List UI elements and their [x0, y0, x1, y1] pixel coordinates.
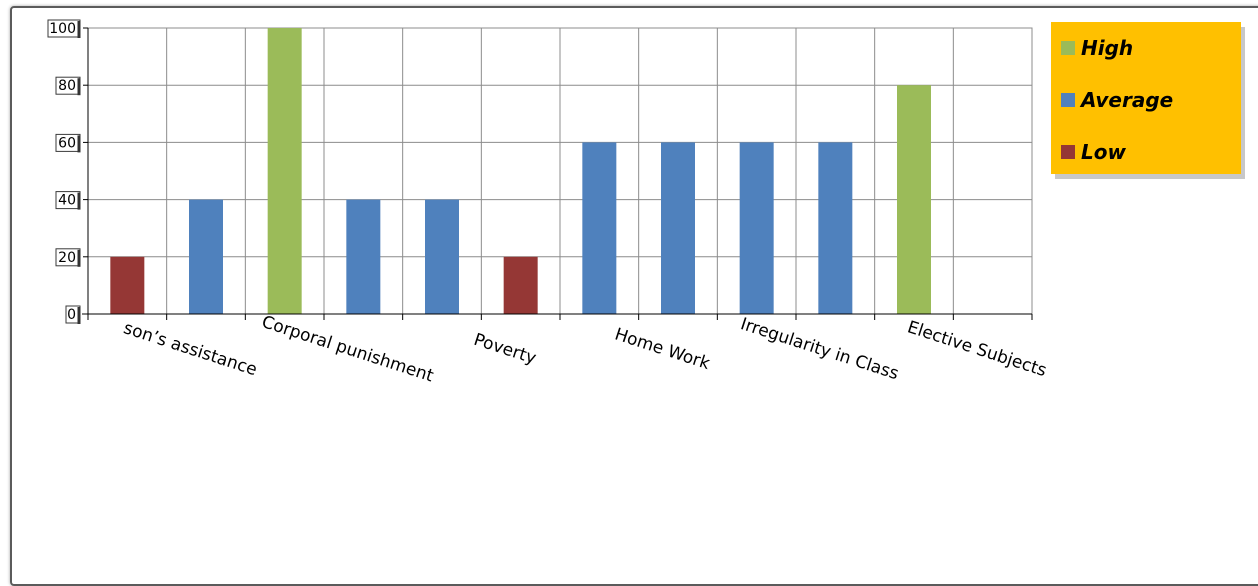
- y-tick-label: 20: [58, 250, 76, 266]
- bar-low: [110, 256, 145, 314]
- bar-average: [425, 199, 459, 314]
- grid-lines: [87, 27, 1033, 315]
- y-tick-label: 40: [58, 193, 76, 209]
- category-label: Irregularity in Class: [738, 314, 901, 384]
- bars: [110, 28, 931, 314]
- axes: [82, 27, 1033, 320]
- legend-label-high: High: [1081, 36, 1133, 60]
- category-label: Corporal punishment: [259, 312, 436, 386]
- bar-high: [267, 28, 302, 314]
- legend-label-low: Low: [1081, 140, 1126, 164]
- category-label: son’s assistance: [121, 318, 259, 380]
- bar-average: [189, 199, 223, 314]
- bar-average: [346, 199, 381, 314]
- bar-low: [503, 256, 538, 314]
- y-tick-labels: 0 20 40 60 80 100: [47, 19, 81, 324]
- legend: High Average Low: [1051, 22, 1245, 179]
- category-label: Elective Subjects: [905, 317, 1049, 381]
- legend-swatch-low: [1061, 145, 1075, 159]
- category-label: Poverty: [471, 330, 538, 369]
- legend-label-average: Average: [1079, 88, 1173, 112]
- bar-average: [661, 142, 695, 314]
- y-tick-label: 0: [67, 307, 76, 323]
- y-tick-label: 100: [49, 21, 76, 37]
- bar-average: [582, 142, 617, 314]
- legend-swatch-average: [1061, 93, 1075, 107]
- legend-swatch-high: [1061, 41, 1075, 55]
- y-tick-label: 80: [58, 78, 76, 94]
- y-tick-label: 60: [58, 135, 76, 151]
- category-labels: son’s assistance Corporal punishment Pover…: [121, 312, 1049, 386]
- bar-average: [739, 142, 774, 314]
- bar-high: [897, 85, 931, 314]
- category-label: Home Work: [612, 324, 712, 374]
- legend-box: [1051, 22, 1241, 174]
- bar-average: [818, 142, 853, 314]
